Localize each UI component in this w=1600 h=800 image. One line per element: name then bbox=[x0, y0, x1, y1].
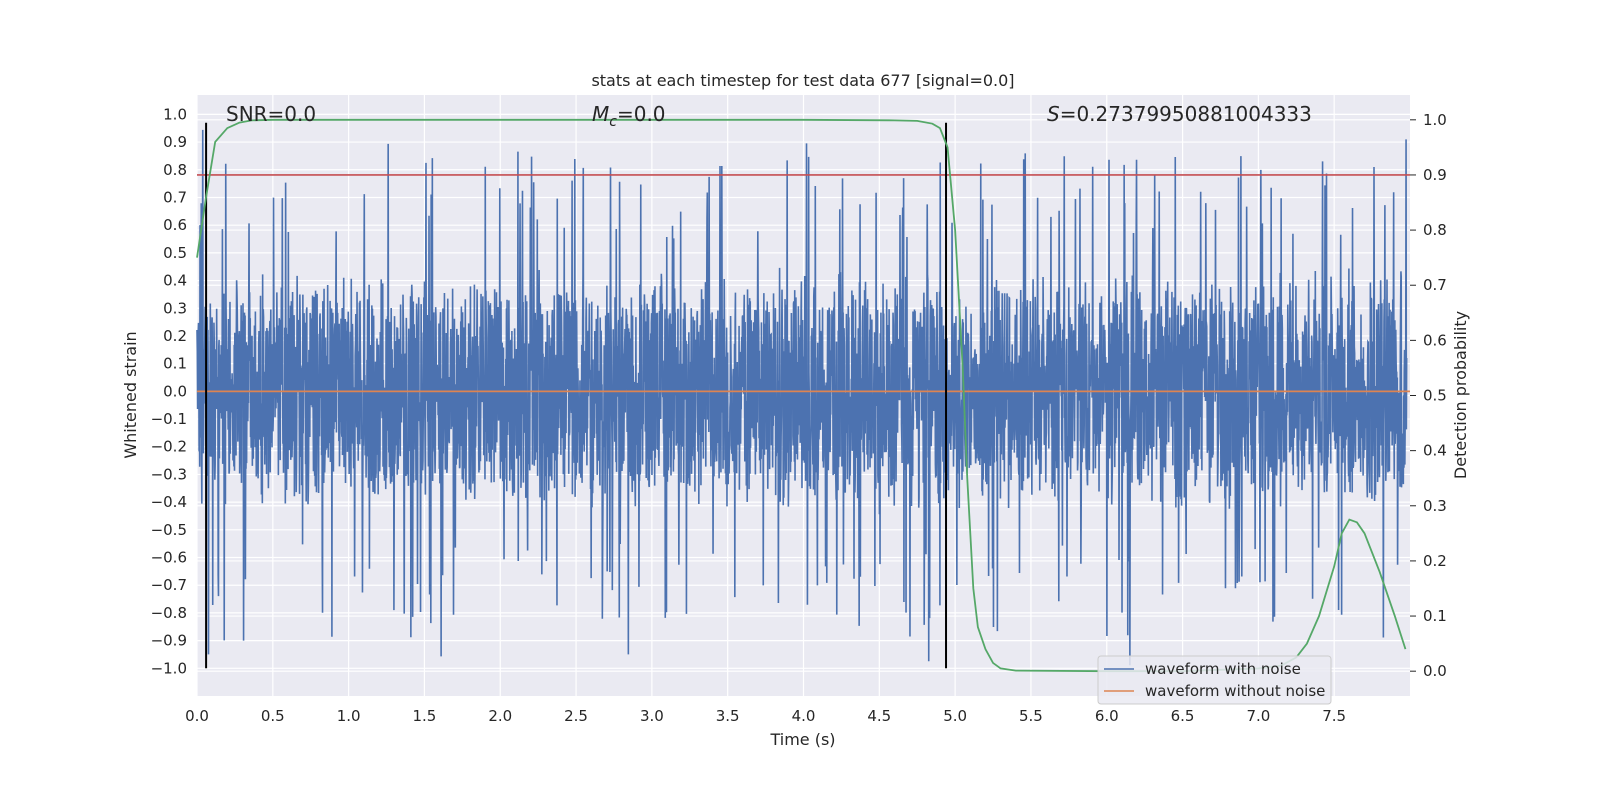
y2-tick-label: 0.2 bbox=[1423, 552, 1447, 570]
y2-tick-label: 0.8 bbox=[1423, 221, 1447, 239]
y-tick-label: 0.2 bbox=[163, 327, 187, 345]
chart-title: stats at each timestep for test data 677… bbox=[591, 71, 1014, 90]
x-tick-label: 0.0 bbox=[185, 707, 209, 725]
y-tick-label: 1.0 bbox=[163, 105, 187, 123]
y-tick-label: 0.3 bbox=[163, 299, 187, 317]
y-tick-label: −0.2 bbox=[151, 438, 187, 456]
x-tick-label: 5.5 bbox=[1019, 707, 1043, 725]
probability-line bbox=[196, 118, 1407, 673]
x-tick-label: 4.0 bbox=[792, 707, 816, 725]
y-tick-label: 0.7 bbox=[163, 188, 187, 206]
x-ticks: 0.0 0.5 1.0 1.5 2.0 2.5 3.0 3.5 4.0 4.5 5.0 5.5 6.0 6… bbox=[185, 707, 1346, 725]
x-tick-label: 3.0 bbox=[640, 707, 664, 725]
s-symbol: S bbox=[1047, 102, 1060, 126]
legend-box bbox=[1097, 655, 1332, 705]
x-tick-label: 3.5 bbox=[716, 707, 740, 725]
x-tick-label: 7.0 bbox=[1246, 707, 1270, 725]
probability bbox=[196, 118, 1407, 673]
y2-tick-label: 0.0 bbox=[1423, 662, 1447, 680]
mc-symbol: M bbox=[592, 102, 609, 126]
x-axis-label: Time (s) bbox=[769, 730, 835, 749]
x-tick-label: 2.5 bbox=[564, 707, 588, 725]
y-tick-label: −0.8 bbox=[151, 604, 187, 622]
vertical-markers bbox=[205, 122, 948, 669]
noise-waveform-line bbox=[196, 129, 1408, 666]
y-tick-label: −0.4 bbox=[151, 493, 187, 511]
y-ticks: 1.0 0.9 0.8 0.7 0.6 0.5 0.4 0.3 0.2 0.1 0.0 −0.1 −0.… bbox=[151, 105, 187, 677]
y2-tick-label: 0.1 bbox=[1423, 607, 1447, 625]
y-tick-label: 0.0 bbox=[163, 382, 187, 400]
y-tick-label: −0.5 bbox=[151, 521, 187, 539]
y2-tick-label: 0.5 bbox=[1423, 387, 1447, 405]
mc-subscript: c bbox=[609, 114, 617, 130]
y-tick-label: −1.0 bbox=[151, 659, 187, 677]
y2-ticks: 1.0 0.9 0.8 0.7 0.6 0.5 0.4 0.3 0.2 0.1 0.0 bbox=[1410, 111, 1447, 680]
y-tick-label: 0.8 bbox=[163, 161, 187, 179]
y-tick-label: 0.4 bbox=[163, 272, 187, 290]
y-tick-label: −0.1 bbox=[151, 410, 187, 428]
y-tick-label: −0.7 bbox=[151, 576, 187, 594]
x-tick-label: 1.0 bbox=[337, 707, 361, 725]
y-tick-label: −0.6 bbox=[151, 549, 187, 567]
x-tick-label: 5.0 bbox=[943, 707, 967, 725]
y-axis-label: Whitened strain bbox=[121, 331, 140, 458]
legend: waveform with noise waveform without noi… bbox=[1097, 655, 1332, 705]
y2-tick-label: 0.7 bbox=[1423, 276, 1447, 294]
y-tick-label: 0.1 bbox=[163, 355, 187, 373]
y2-tick-label: 0.4 bbox=[1423, 442, 1447, 460]
x-tick-label: 1.5 bbox=[413, 707, 437, 725]
y2-tick-label: 0.6 bbox=[1423, 331, 1447, 349]
y-tick-label: 0.6 bbox=[163, 216, 187, 234]
snr-annotation: SNR=0.0 bbox=[226, 102, 316, 126]
noise-waveform bbox=[196, 129, 1408, 666]
x-tick-label: 0.5 bbox=[261, 707, 285, 725]
y2-axis-label: Detection probability bbox=[1451, 311, 1470, 479]
y2-tick-label: 0.3 bbox=[1423, 497, 1447, 515]
legend-label-noise: waveform with noise bbox=[1145, 660, 1301, 678]
legend-label-clean: waveform without noise bbox=[1145, 682, 1325, 700]
x-tick-label: 7.5 bbox=[1322, 707, 1346, 725]
x-tick-label: 4.5 bbox=[867, 707, 891, 725]
s-annotation: S=0.27379950881004333 bbox=[1047, 102, 1312, 126]
x-tick-label: 6.0 bbox=[1095, 707, 1119, 725]
mc-annotation: Mc=0.0 bbox=[592, 102, 666, 130]
s-value: =0.27379950881004333 bbox=[1060, 102, 1312, 126]
x-tick-label: 6.5 bbox=[1171, 707, 1195, 725]
mc-value: =0.0 bbox=[617, 102, 666, 126]
x-tick-label: 2.0 bbox=[488, 707, 512, 725]
y2-tick-label: 0.9 bbox=[1423, 166, 1447, 184]
y-tick-label: −0.3 bbox=[151, 465, 187, 483]
y-tick-label: 0.9 bbox=[163, 133, 187, 151]
y2-tick-label: 1.0 bbox=[1423, 111, 1447, 129]
y-tick-label: 0.5 bbox=[163, 244, 187, 262]
y-tick-label: −0.9 bbox=[151, 632, 187, 650]
